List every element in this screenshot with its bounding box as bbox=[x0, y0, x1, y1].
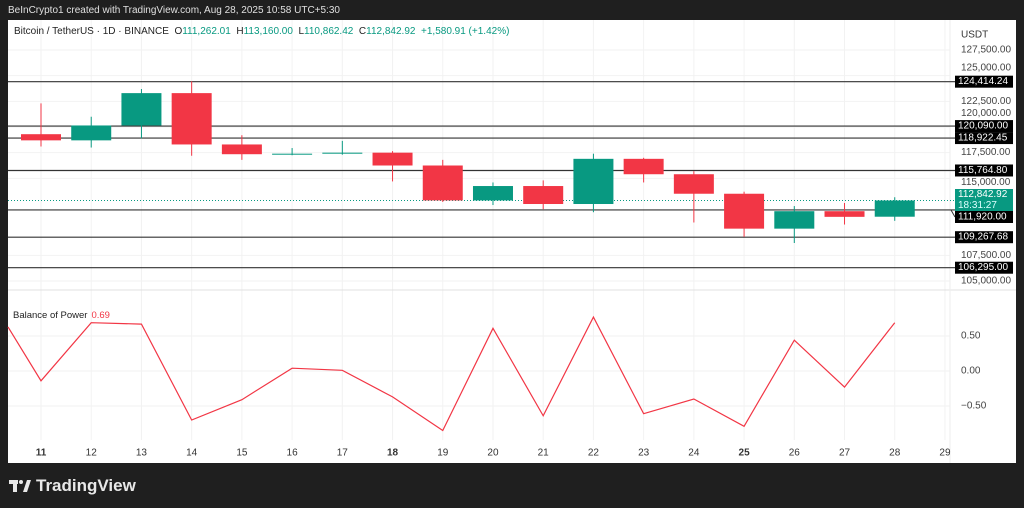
level-connector bbox=[950, 209, 956, 218]
level-price-label: 120,090.00 bbox=[958, 121, 1008, 132]
level-price-tag bbox=[955, 132, 1013, 145]
change-value: +1,580.91 (+1.42%) bbox=[421, 26, 510, 37]
bop-title: Balance of Power bbox=[13, 310, 88, 321]
time-tick-label: 20 bbox=[487, 448, 499, 459]
level-price-tag bbox=[955, 211, 1013, 223]
bop-value: 0.69 bbox=[91, 310, 110, 321]
time-tick-label: 14 bbox=[186, 448, 198, 459]
level-price-label: 115,764.80 bbox=[958, 165, 1008, 176]
price-tick-label: 117,500.00 bbox=[961, 147, 1011, 158]
level-price-label: 118,922.45 bbox=[958, 133, 1008, 144]
candle-body bbox=[673, 174, 714, 194]
close-value: 112,842.92 bbox=[366, 26, 416, 37]
candle-body bbox=[523, 186, 564, 205]
level-price-tag bbox=[955, 261, 1013, 274]
time-tick-label: 24 bbox=[688, 448, 700, 459]
candle-body bbox=[121, 93, 162, 126]
candle-body bbox=[21, 134, 61, 141]
time-tick-label: 19 bbox=[437, 448, 449, 459]
bar-countdown-label: 18:31:27 bbox=[958, 200, 997, 211]
high-value: 113,160.00 bbox=[243, 26, 293, 37]
price-tick-label: 125,000.00 bbox=[961, 63, 1011, 74]
currency-label: USDT bbox=[961, 30, 988, 41]
level-price-tag bbox=[955, 164, 1013, 177]
chart-credit: BeInCrypto1 created with TradingView.com… bbox=[8, 5, 340, 16]
tradingview-logo: TradingView bbox=[9, 476, 136, 496]
time-tick-label: 28 bbox=[889, 448, 901, 459]
price-tick-label: 115,000.00 bbox=[961, 177, 1011, 188]
level-price-label: 124,414.24 bbox=[958, 76, 1008, 87]
candle-body bbox=[372, 152, 413, 166]
level-price-tag bbox=[955, 120, 1013, 133]
time-tick-label: 13 bbox=[136, 448, 148, 459]
level-price-tag bbox=[955, 75, 1013, 88]
level-price-tag bbox=[955, 231, 1013, 244]
bop-tick-label: −0.50 bbox=[961, 401, 987, 412]
time-tick-label: 27 bbox=[839, 448, 851, 459]
candle-body bbox=[71, 125, 112, 141]
price-tick-label: 107,500.00 bbox=[961, 250, 1011, 261]
high-label: H bbox=[236, 26, 244, 37]
tradingview-logo-icon bbox=[9, 480, 31, 492]
time-tick-label: 15 bbox=[236, 448, 248, 459]
time-tick-label: 16 bbox=[287, 448, 299, 459]
low-label: L bbox=[298, 26, 305, 37]
level-price-label: 111,920.00 bbox=[958, 212, 1007, 223]
price-tick-label: 122,500.00 bbox=[961, 96, 1011, 107]
candle-body bbox=[774, 211, 815, 229]
brand-name: TradingView bbox=[36, 476, 136, 495]
candle-body bbox=[573, 158, 614, 205]
bop-tick-label: 0.50 bbox=[961, 331, 981, 342]
time-tick-label: 18 bbox=[387, 448, 399, 459]
price-tick-label: 127,500.00 bbox=[961, 45, 1011, 56]
time-tick-label: 25 bbox=[739, 448, 751, 459]
level-price-label: 109,267.68 bbox=[958, 232, 1008, 243]
candle-body bbox=[171, 93, 212, 145]
candle-body bbox=[824, 211, 865, 217]
candle-body bbox=[422, 165, 463, 201]
time-tick-label: 29 bbox=[939, 448, 951, 459]
current-price-label: 112,842.92 bbox=[958, 189, 1008, 200]
open-label: O bbox=[174, 26, 183, 37]
price-tick-label: 105,000.00 bbox=[961, 276, 1011, 287]
candle-body bbox=[272, 153, 313, 155]
bop-tick-label: 0.00 bbox=[961, 366, 981, 377]
time-tick-label: 23 bbox=[638, 448, 650, 459]
candle-body bbox=[724, 193, 765, 229]
time-tick-label: 17 bbox=[337, 448, 349, 459]
symbol-name: Bitcoin / TetherUS · 1D · BINANCE bbox=[14, 26, 169, 37]
price-tick-label: 120,000.00 bbox=[961, 108, 1011, 119]
candle-body bbox=[322, 152, 363, 154]
low-value: 110,862.42 bbox=[304, 26, 354, 37]
open-value: 111,262.01 bbox=[182, 26, 231, 37]
candle-body bbox=[472, 186, 513, 201]
symbol-legend: Bitcoin / TetherUS · 1D · BINANCE O111,2… bbox=[14, 26, 509, 37]
current-price-tag bbox=[955, 189, 1013, 211]
candle-body bbox=[874, 200, 915, 217]
close-label: C bbox=[358, 26, 367, 37]
candle-body bbox=[623, 158, 664, 175]
time-tick-label: 21 bbox=[538, 448, 550, 459]
candle-body bbox=[221, 144, 262, 155]
level-price-label: 106,295.00 bbox=[958, 262, 1008, 273]
time-tick-label: 22 bbox=[588, 448, 600, 459]
time-tick-label: 11 bbox=[36, 448, 47, 459]
bop-legend: Balance of Power 0.69 bbox=[13, 310, 110, 321]
time-tick-label: 26 bbox=[789, 448, 801, 459]
time-tick-label: 12 bbox=[86, 448, 98, 459]
